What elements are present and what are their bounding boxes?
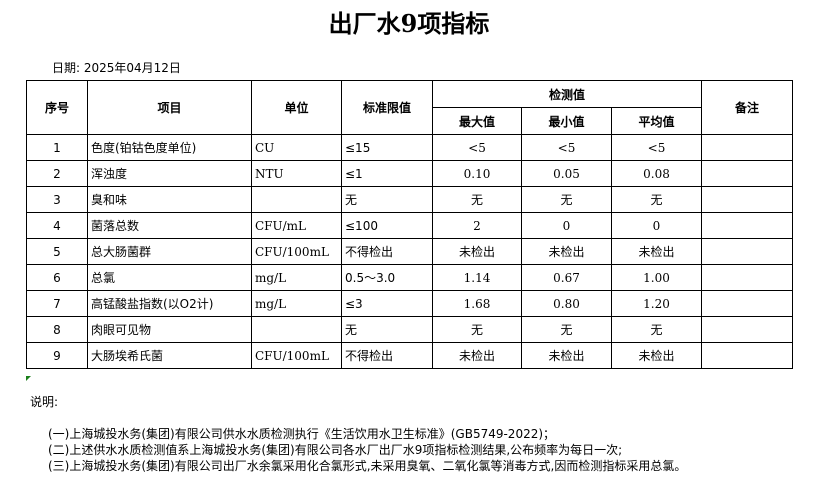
cell-marker [26, 376, 31, 381]
cell-avg: 0 [611, 212, 702, 239]
cell-item: 浑浊度 [87, 160, 252, 187]
cell-remark [701, 212, 793, 239]
header-no: 序号 [26, 80, 88, 135]
cell-avg: 无 [611, 186, 702, 213]
table-row: 2 浑浊度 NTU ≤1 0.10 0.05 0.08 [26, 160, 793, 187]
cell-avg: 无 [611, 316, 702, 343]
table-row: 8 肉眼可见物无无无无 [26, 316, 793, 343]
cell-min: 未检出 [521, 238, 612, 265]
cell-max: 未检出 [432, 342, 522, 369]
cell-min: 0.05 [521, 160, 612, 187]
cell-min: 无 [521, 186, 612, 213]
cell-avg: <5 [611, 134, 702, 161]
cell-max: 无 [432, 316, 522, 343]
note-line: (二)上述供水水质检测值系上海城投水务(集团)有限公司各水厂出厂水9项指标检测结… [48, 443, 623, 457]
notes-label: 说明: [30, 395, 59, 409]
note-line: (一)上海城投水务(集团)有限公司供水水质检测执行《生活饮用水卫生标准》(GB5… [48, 427, 556, 441]
page-title: 出厂水9项指标 [328, 9, 490, 38]
cell-max: <5 [432, 134, 522, 161]
cell-no: 7 [26, 290, 88, 317]
cell-limit: 不得检出 [341, 342, 433, 369]
cell-remark [701, 316, 793, 343]
cell-no: 6 [26, 264, 88, 291]
cell-avg: 未检出 [611, 238, 702, 265]
cell-unit: mg/L [251, 290, 342, 317]
cell-min: 0 [521, 212, 612, 239]
table-row: 6 总氯 mg/L 0.5～3.0 1.14 0.67 1.00 [26, 264, 793, 291]
cell-no: 9 [26, 342, 88, 369]
cell-remark [701, 238, 793, 265]
cell-avg: 1.20 [611, 290, 702, 317]
cell-remark [701, 160, 793, 187]
header-avg: 平均值 [611, 107, 702, 135]
cell-remark [701, 264, 793, 291]
table-row: 7 高锰酸盐指数(以O2计) mg/L ≤3 1.68 0.80 1.20 [26, 290, 793, 317]
header-limit: 标准限值 [341, 80, 433, 135]
cell-item: 高锰酸盐指数(以O2计) [87, 290, 252, 317]
cell-limit: ≤1 [341, 160, 433, 187]
cell-max: 无 [432, 186, 522, 213]
cell-unit [251, 316, 342, 343]
cell-item: 菌落总数 [87, 212, 252, 239]
table-row: 4 菌落总数 CFU/mL ≤100 2 0 0 [26, 212, 793, 239]
cell-unit: CFU/mL [251, 212, 342, 239]
header-item: 项目 [87, 80, 252, 135]
cell-limit: 不得检出 [341, 238, 433, 265]
cell-unit [251, 186, 342, 213]
cell-item: 总氯 [87, 264, 252, 291]
cell-item: 臭和味 [87, 186, 252, 213]
cell-no: 8 [26, 316, 88, 343]
cell-limit: ≤15 [341, 134, 433, 161]
cell-limit: 0.5～3.0 [341, 264, 433, 291]
cell-min: 无 [521, 316, 612, 343]
cell-item: 色度(铂钴色度单位) [87, 134, 252, 161]
cell-limit: ≤3 [341, 290, 433, 317]
cell-no: 2 [26, 160, 88, 187]
cell-remark [701, 342, 793, 369]
cell-unit: mg/L [251, 264, 342, 291]
cell-avg: 未检出 [611, 342, 702, 369]
table-row: 5 总大肠菌群 CFU/100mL 不得检出 未检出 未检出 未检出 [26, 238, 793, 265]
cell-max: 0.10 [432, 160, 522, 187]
cell-min: 未检出 [521, 342, 612, 369]
cell-no: 3 [26, 186, 88, 213]
header-remark: 备注 [701, 80, 793, 135]
indicator-table: 序号 项目 单位 标准限值 检测值 备注 最大值 最小值 平均值 1 色度(铂钴色… [26, 80, 793, 369]
cell-limit: 无 [341, 316, 433, 343]
cell-max: 1.14 [432, 264, 522, 291]
table-row: 9 大肠埃希氏菌 CFU/100mL 不得检出 未检出 未检出 未检出 [26, 342, 793, 369]
cell-min: 0.80 [521, 290, 612, 317]
report-date: 日期: 2025年04月12日 [52, 61, 181, 75]
table-row: 3 臭和味无无无无 [26, 186, 793, 213]
cell-unit: CFU/100mL [251, 342, 342, 369]
cell-avg: 0.08 [611, 160, 702, 187]
cell-no: 1 [26, 134, 88, 161]
cell-limit: ≤100 [341, 212, 433, 239]
header-measured: 检测值 [432, 80, 702, 108]
cell-unit: NTU [251, 160, 342, 187]
cell-max: 1.68 [432, 290, 522, 317]
cell-unit: CFU/100mL [251, 238, 342, 265]
note-line: (三)上海城投水务(集团)有限公司出厂水余氯采用化合氯形式,未采用臭氧、二氧化氯… [48, 459, 687, 473]
header-max: 最大值 [432, 107, 522, 135]
cell-item: 肉眼可见物 [87, 316, 252, 343]
cell-remark [701, 186, 793, 213]
cell-max: 未检出 [432, 238, 522, 265]
cell-item: 总大肠菌群 [87, 238, 252, 265]
cell-unit: CU [251, 134, 342, 161]
table-row: 1 色度(铂钴色度单位) CU ≤15 <5 <5 <5 [26, 134, 793, 161]
cell-avg: 1.00 [611, 264, 702, 291]
header-unit: 单位 [251, 80, 342, 135]
cell-max: 2 [432, 212, 522, 239]
cell-min: 0.67 [521, 264, 612, 291]
cell-item: 大肠埃希氏菌 [87, 342, 252, 369]
cell-min: <5 [521, 134, 612, 161]
cell-remark [701, 290, 793, 317]
cell-no: 5 [26, 238, 88, 265]
cell-no: 4 [26, 212, 88, 239]
cell-remark [701, 134, 793, 161]
header-min: 最小值 [521, 107, 612, 135]
cell-limit: 无 [341, 186, 433, 213]
notes: 说明: (一)上海城投水务(集团)有限公司供水水质检测执行《生活饮用水卫生标准》… [30, 394, 686, 474]
